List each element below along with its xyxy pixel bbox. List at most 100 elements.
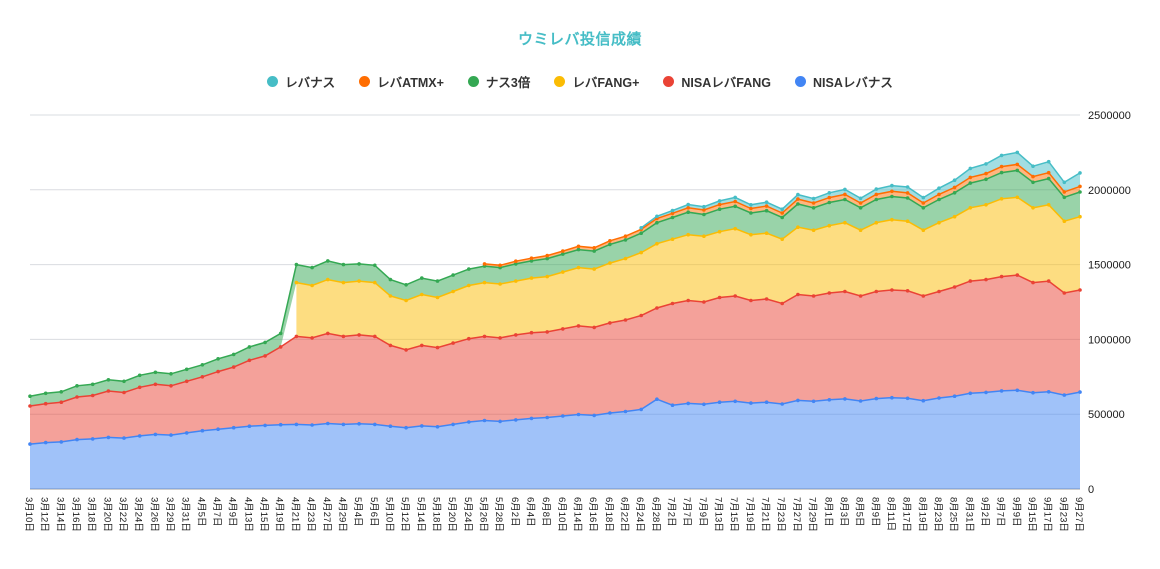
x-axis-label: 3月24日 xyxy=(133,497,144,532)
x-axis-label: 3月16日 xyxy=(70,497,81,532)
x-axis-label: 3月18日 xyxy=(86,497,97,532)
y-axis-label: 0 xyxy=(1088,484,1094,496)
legend-label: レバFANG+ xyxy=(572,76,640,90)
legend-item-4: NISAレバFANG xyxy=(663,72,771,91)
x-axis-label: 6月2日 xyxy=(509,497,520,527)
y-axis-label: 2500000 xyxy=(1088,110,1131,122)
area-band xyxy=(641,152,1080,230)
x-axis-label: 7月21日 xyxy=(760,497,771,532)
legend-dot xyxy=(267,76,279,87)
x-axis-label: 5月20日 xyxy=(446,497,457,532)
x-axis-label: 6月18日 xyxy=(603,497,614,532)
x-axis-label: 3月14日 xyxy=(54,497,65,532)
area-band xyxy=(30,170,1080,406)
x-axis-label: 7月13日 xyxy=(713,497,724,532)
series-line xyxy=(28,168,1082,399)
x-axis-label: 6月10日 xyxy=(556,497,567,532)
x-axis-label: 6月4日 xyxy=(525,497,536,527)
legend-item-3: レバFANG+ xyxy=(554,72,639,91)
x-axis-label: 6月24日 xyxy=(634,497,645,532)
legend-item-0: レバナス xyxy=(267,72,335,91)
x-axis-label: 8月5日 xyxy=(854,497,865,527)
x-axis-label: 4月29日 xyxy=(336,497,347,532)
x-axis-label: 6月14日 xyxy=(572,497,583,532)
legend-label: レバナス xyxy=(285,76,336,90)
x-axis-label: 7月9日 xyxy=(697,497,708,527)
x-axis-label: 5月14日 xyxy=(415,497,426,532)
x-axis-label: 3月20日 xyxy=(101,497,112,532)
x-axis-label: 4月13日 xyxy=(242,497,253,532)
x-axis-label: 7月27日 xyxy=(791,497,802,532)
chart-title: ウミレバ投信成績 xyxy=(517,31,642,48)
x-axis-label: 4月19日 xyxy=(274,497,285,532)
legend-item-1: レバATMX+ xyxy=(359,72,444,91)
x-axis-label: 8月3日 xyxy=(838,497,849,527)
x-axis-label: 3月22日 xyxy=(117,497,128,532)
series-line xyxy=(482,162,1082,268)
x-axis-labels: 3月10日 3月12日 3月14日 3月16日 3月18日 3月20日 3月22日 3月24日… xyxy=(23,497,1084,532)
y-axis-label: 1000000 xyxy=(1088,334,1131,346)
x-axis-label: 8月23日 xyxy=(932,497,943,532)
x-axis-label: 4月5日 xyxy=(195,497,206,527)
x-axis-label: 4月21日 xyxy=(289,497,300,532)
x-axis-label: 8月19日 xyxy=(916,497,927,532)
x-axis-label: 9月7日 xyxy=(995,497,1006,527)
x-axis-label: 5月6日 xyxy=(368,497,379,527)
x-axis-label: 9月2日 xyxy=(979,497,990,527)
x-axis-label: 8月31日 xyxy=(963,497,974,532)
series-line xyxy=(28,273,1082,408)
x-axis-label: 8月9日 xyxy=(869,497,880,527)
x-axis-label: 5月18日 xyxy=(431,497,442,532)
y-axis-label: 500000 xyxy=(1088,409,1125,421)
legend-label: NISAレバナス xyxy=(813,76,893,90)
x-axis-label: 7月2日 xyxy=(666,497,677,527)
area-band xyxy=(30,275,1080,445)
x-axis-label: 9月27日 xyxy=(1073,497,1084,532)
x-axis-label: 3月26日 xyxy=(148,497,159,532)
legend-dot xyxy=(359,76,371,87)
x-axis-label: 7月19日 xyxy=(744,497,755,532)
x-axis-label: 7月15日 xyxy=(728,497,739,532)
series-line xyxy=(28,388,1082,446)
x-axis-label: 5月10日 xyxy=(383,497,394,532)
x-axis-label: 3月10日 xyxy=(23,497,34,532)
x-axis-label: 6月8日 xyxy=(540,497,551,527)
x-axis-label: 7月29日 xyxy=(807,497,818,532)
x-axis-label: 5月26日 xyxy=(478,497,489,532)
x-axis-label: 5月24日 xyxy=(462,497,473,532)
y-axis-label: 1500000 xyxy=(1088,260,1131,272)
legend-dot xyxy=(663,76,675,87)
x-axis-label: 5月4日 xyxy=(352,497,363,527)
x-axis-label: 7月7日 xyxy=(681,497,692,527)
area-band xyxy=(30,390,1080,489)
x-axis-label: 8月1日 xyxy=(822,497,833,527)
series-line xyxy=(294,195,1082,303)
x-axis-label: 3月12日 xyxy=(39,497,50,532)
x-axis-label: 8月17日 xyxy=(901,497,912,532)
legend-label: NISAレバFANG xyxy=(681,76,771,90)
legend-dot xyxy=(554,76,566,87)
x-axis-label: 4月15日 xyxy=(258,497,269,532)
x-axis-label: 4月23日 xyxy=(305,497,316,532)
x-axis-label: 6月28日 xyxy=(650,497,661,532)
x-axis-label: 4月9日 xyxy=(227,497,238,527)
legend-item-2: ナス3倍 xyxy=(467,72,531,91)
x-axis-label: 6月16日 xyxy=(587,497,598,532)
legend-item-5: NISAレバナス xyxy=(795,72,893,91)
x-axis-label: 8月11日 xyxy=(885,497,896,531)
x-axis-label: 9月17日 xyxy=(1042,497,1053,532)
x-axis-label: 7月23日 xyxy=(775,497,786,532)
chart-legend: レバナス レバATMX+ ナス3倍 レバFANG+ NISAレバFANG NISAレバナス xyxy=(0,72,1160,91)
series-line xyxy=(639,150,1082,230)
legend-label: ナス3倍 xyxy=(485,76,531,90)
legend-dot xyxy=(467,76,479,87)
legend-dot xyxy=(795,76,806,87)
x-axis-label: 9月23日 xyxy=(1057,497,1068,532)
x-axis-label: 6月22日 xyxy=(619,497,630,532)
area-band xyxy=(296,197,1080,350)
x-axis-label: 8月25日 xyxy=(948,497,959,532)
y-axis-label: 2000000 xyxy=(1088,185,1131,197)
x-axis-label: 4月7日 xyxy=(211,497,222,527)
x-axis-label: 3月31日 xyxy=(180,497,191,532)
